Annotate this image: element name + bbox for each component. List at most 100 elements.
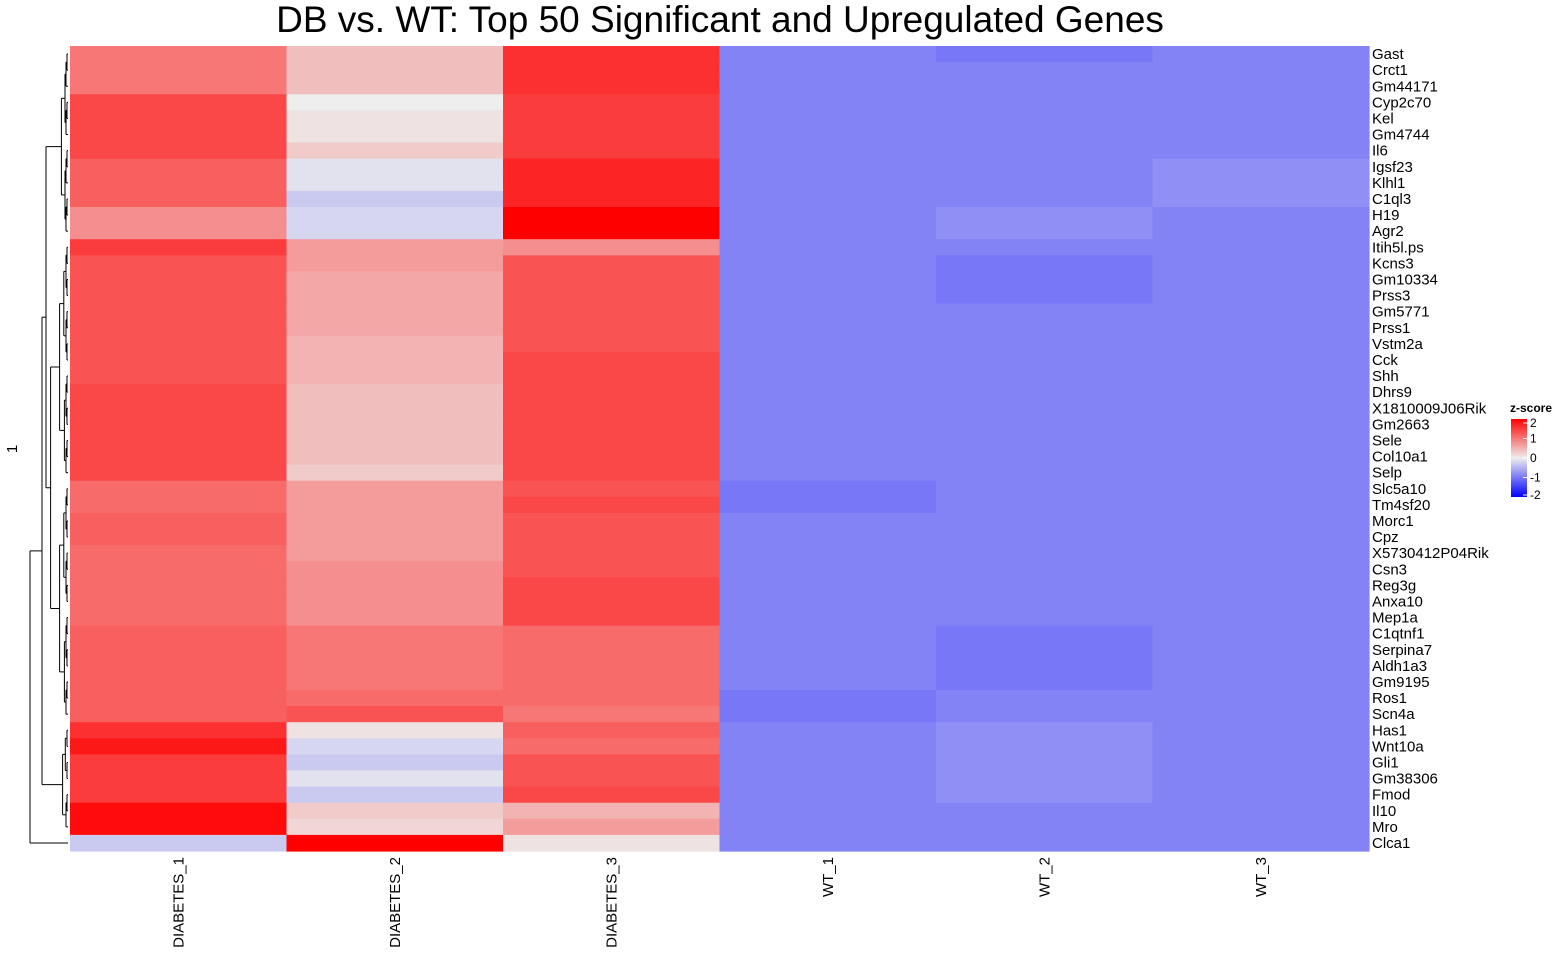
heatmap-cell bbox=[1152, 239, 1370, 256]
heatmap-cell bbox=[719, 609, 937, 627]
heatmap-cell bbox=[1152, 303, 1370, 321]
heatmap-cell bbox=[286, 786, 504, 804]
heatmap-cell bbox=[719, 78, 937, 95]
heatmap-cell bbox=[70, 319, 288, 337]
heatmap-cell bbox=[70, 496, 288, 514]
heatmap-cell bbox=[70, 722, 288, 739]
heatmap-cell bbox=[1152, 255, 1370, 272]
heatmap-cell bbox=[70, 223, 288, 240]
heatmap-cell bbox=[936, 78, 1154, 95]
row-label: Gast bbox=[1372, 46, 1405, 63]
heatmap-cell bbox=[286, 625, 504, 643]
heatmap-cell bbox=[936, 529, 1154, 546]
heatmap-cell bbox=[936, 319, 1154, 337]
legend-title: z-score bbox=[1510, 401, 1552, 415]
heatmap-cell bbox=[503, 174, 721, 192]
heatmap-cell bbox=[936, 496, 1154, 514]
heatmap-cell bbox=[936, 770, 1154, 788]
heatmap-cell bbox=[936, 512, 1154, 530]
heatmap-cell bbox=[936, 368, 1154, 385]
heatmap-cell bbox=[503, 706, 721, 723]
heatmap-cell bbox=[286, 287, 504, 305]
heatmap-cell bbox=[70, 351, 288, 369]
heatmap-cell bbox=[286, 207, 504, 224]
heatmap-cell bbox=[936, 335, 1154, 353]
heatmap-cell bbox=[286, 335, 504, 353]
heatmap-cell bbox=[1152, 384, 1370, 401]
heatmap-cells bbox=[70, 46, 1370, 852]
heatmap-cell bbox=[1152, 448, 1370, 466]
heatmap-cell bbox=[70, 834, 288, 852]
heatmap-cell bbox=[936, 239, 1154, 256]
legend-tick-label: 1 bbox=[1530, 432, 1537, 446]
heatmap-cell bbox=[1152, 529, 1370, 546]
heatmap-cell bbox=[503, 834, 721, 852]
column-label: DIABETES_3 bbox=[603, 857, 620, 948]
heatmap-cell bbox=[936, 641, 1154, 659]
row-label: C1ql3 bbox=[1372, 191, 1411, 208]
heatmap-cell bbox=[1152, 400, 1370, 417]
row-label: Csn3 bbox=[1372, 561, 1407, 578]
heatmap-cell bbox=[70, 545, 288, 562]
heatmap-cell bbox=[936, 754, 1154, 772]
heatmap-cell bbox=[1152, 818, 1370, 836]
row-label: Gm2663 bbox=[1372, 416, 1430, 433]
heatmap-cell bbox=[70, 239, 288, 256]
heatmap-cell bbox=[719, 512, 937, 530]
heatmap-cell bbox=[936, 223, 1154, 240]
heatmap-cell bbox=[719, 351, 937, 369]
heatmap-cell bbox=[719, 62, 937, 79]
heatmap-cell bbox=[503, 786, 721, 804]
heatmap-cell bbox=[1152, 706, 1370, 723]
heatmap-cell bbox=[936, 786, 1154, 804]
heatmap-cell bbox=[286, 754, 504, 772]
heatmap-cell bbox=[286, 561, 504, 578]
heatmap-cell bbox=[286, 545, 504, 562]
row-labels: GastCrct1Gm44171Cyp2c70KelGm4744Il6Igsf2… bbox=[1372, 46, 1489, 852]
heatmap-cell bbox=[70, 94, 288, 111]
row-label: Clca1 bbox=[1372, 835, 1410, 852]
row-label: Itih5l.ps bbox=[1372, 239, 1424, 256]
heatmap-cell bbox=[1152, 94, 1370, 111]
heatmap-cell bbox=[1152, 62, 1370, 79]
heatmap-cell bbox=[503, 255, 721, 272]
heatmap-cell bbox=[286, 142, 504, 160]
heatmap-cell bbox=[70, 110, 288, 128]
heatmap-cell bbox=[1152, 545, 1370, 562]
heatmap-cell bbox=[936, 609, 1154, 627]
row-label: Anxa10 bbox=[1372, 593, 1423, 610]
heatmap-cell bbox=[70, 416, 288, 433]
row-label: Mep1a bbox=[1372, 610, 1419, 627]
heatmap-cell bbox=[936, 625, 1154, 643]
row-label: Dhrs9 bbox=[1372, 384, 1412, 401]
heatmap-cell bbox=[936, 673, 1154, 691]
heatmap-cell bbox=[503, 400, 721, 417]
heatmap-cell bbox=[503, 239, 721, 256]
heatmap-cell bbox=[286, 673, 504, 691]
row-label: Gm9195 bbox=[1372, 674, 1430, 691]
heatmap-cell bbox=[70, 432, 288, 450]
heatmap-cell bbox=[503, 384, 721, 401]
heatmap-cell bbox=[719, 94, 937, 111]
column-label: DIABETES_1 bbox=[170, 857, 187, 948]
row-label: Gm10334 bbox=[1372, 271, 1438, 288]
heatmap-cell bbox=[719, 190, 937, 208]
row-label: Gm4744 bbox=[1372, 127, 1430, 144]
heatmap-cell bbox=[286, 110, 504, 128]
heatmap-cell bbox=[70, 593, 288, 611]
heatmap-cell bbox=[503, 738, 721, 755]
legend-tick-label: 2 bbox=[1530, 416, 1537, 430]
heatmap-cell bbox=[1152, 223, 1370, 240]
heatmap-cell bbox=[719, 802, 937, 820]
heatmap-cell bbox=[503, 690, 721, 707]
heatmap-cell bbox=[1152, 625, 1370, 643]
heatmap-cell bbox=[719, 722, 937, 739]
heatmap-cell bbox=[70, 577, 288, 594]
heatmap-cell bbox=[286, 802, 504, 820]
heatmap-cell bbox=[503, 287, 721, 305]
heatmap-cell bbox=[936, 207, 1154, 224]
row-label: Cpz bbox=[1372, 529, 1399, 546]
heatmap-cell bbox=[503, 368, 721, 385]
heatmap-cell bbox=[936, 480, 1154, 498]
heatmap-cell bbox=[70, 673, 288, 691]
